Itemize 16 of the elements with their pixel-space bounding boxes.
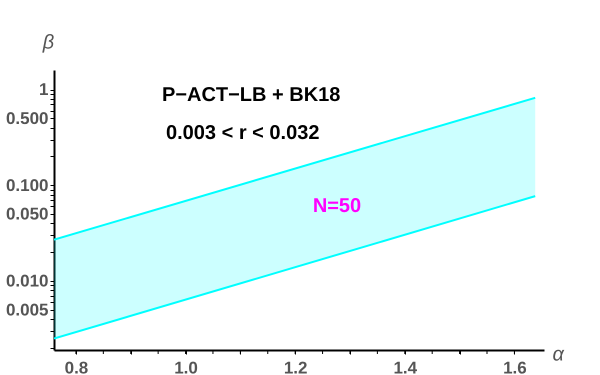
- annotation: N=50: [312, 195, 362, 217]
- y-tick-label: 0.100: [6, 176, 48, 195]
- x-tick-label: 1.2: [284, 358, 308, 375]
- text: 0.003 < r < 0.032: [166, 122, 320, 144]
- x-axis-title: α: [552, 344, 564, 366]
- y-axis-title: β: [42, 32, 54, 54]
- text: P−ACT−LB + BK18: [162, 84, 340, 106]
- x-tick-label: 1.4: [393, 358, 418, 375]
- y-tick-label: 0.005: [6, 300, 48, 320]
- y-tick-label: 0.050: [6, 204, 48, 224]
- y-tick-label: 1: [39, 80, 48, 100]
- y-tick-label: 0.500: [6, 108, 48, 128]
- y-tick-label: 0.010: [6, 271, 48, 290]
- x-tick-label: 1.0: [174, 358, 198, 375]
- x-tick-label: 0.8: [64, 358, 88, 375]
- x-tick-label: 1.6: [503, 358, 527, 375]
